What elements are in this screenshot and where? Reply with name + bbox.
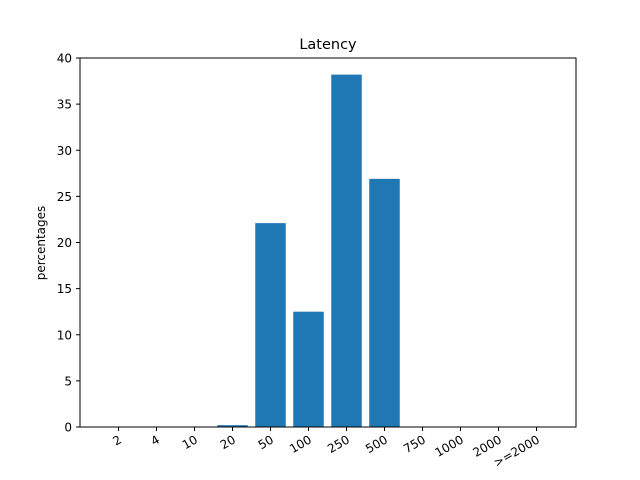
x-tick-label: 10 — [180, 432, 200, 452]
y-tick-label: 10 — [57, 328, 72, 342]
y-tick-label: 20 — [57, 236, 72, 250]
chart-title: Latency — [299, 37, 357, 53]
y-axis: 0 5 10 15 20 25 30 35 40 — [57, 52, 80, 435]
y-tick-label: 35 — [57, 98, 72, 112]
plot-frame — [79, 57, 577, 428]
bar-20 — [217, 425, 248, 427]
bar-500 — [369, 178, 400, 427]
y-tick-label: 25 — [57, 190, 72, 204]
y-tick-label: 5 — [64, 374, 72, 388]
y-axis-title: percentages — [34, 206, 48, 281]
x-tick-label: 20 — [218, 432, 238, 452]
bar-100 — [293, 311, 324, 427]
y-tick-label: 40 — [57, 52, 72, 66]
y-tick-label: 0 — [64, 421, 72, 435]
bars-group — [217, 74, 400, 427]
y-tick-label: 15 — [57, 282, 72, 296]
bar-50 — [255, 223, 286, 427]
y-tick-label: 30 — [57, 144, 72, 158]
bar-250 — [331, 74, 362, 427]
x-tick-label: 50 — [256, 432, 276, 452]
